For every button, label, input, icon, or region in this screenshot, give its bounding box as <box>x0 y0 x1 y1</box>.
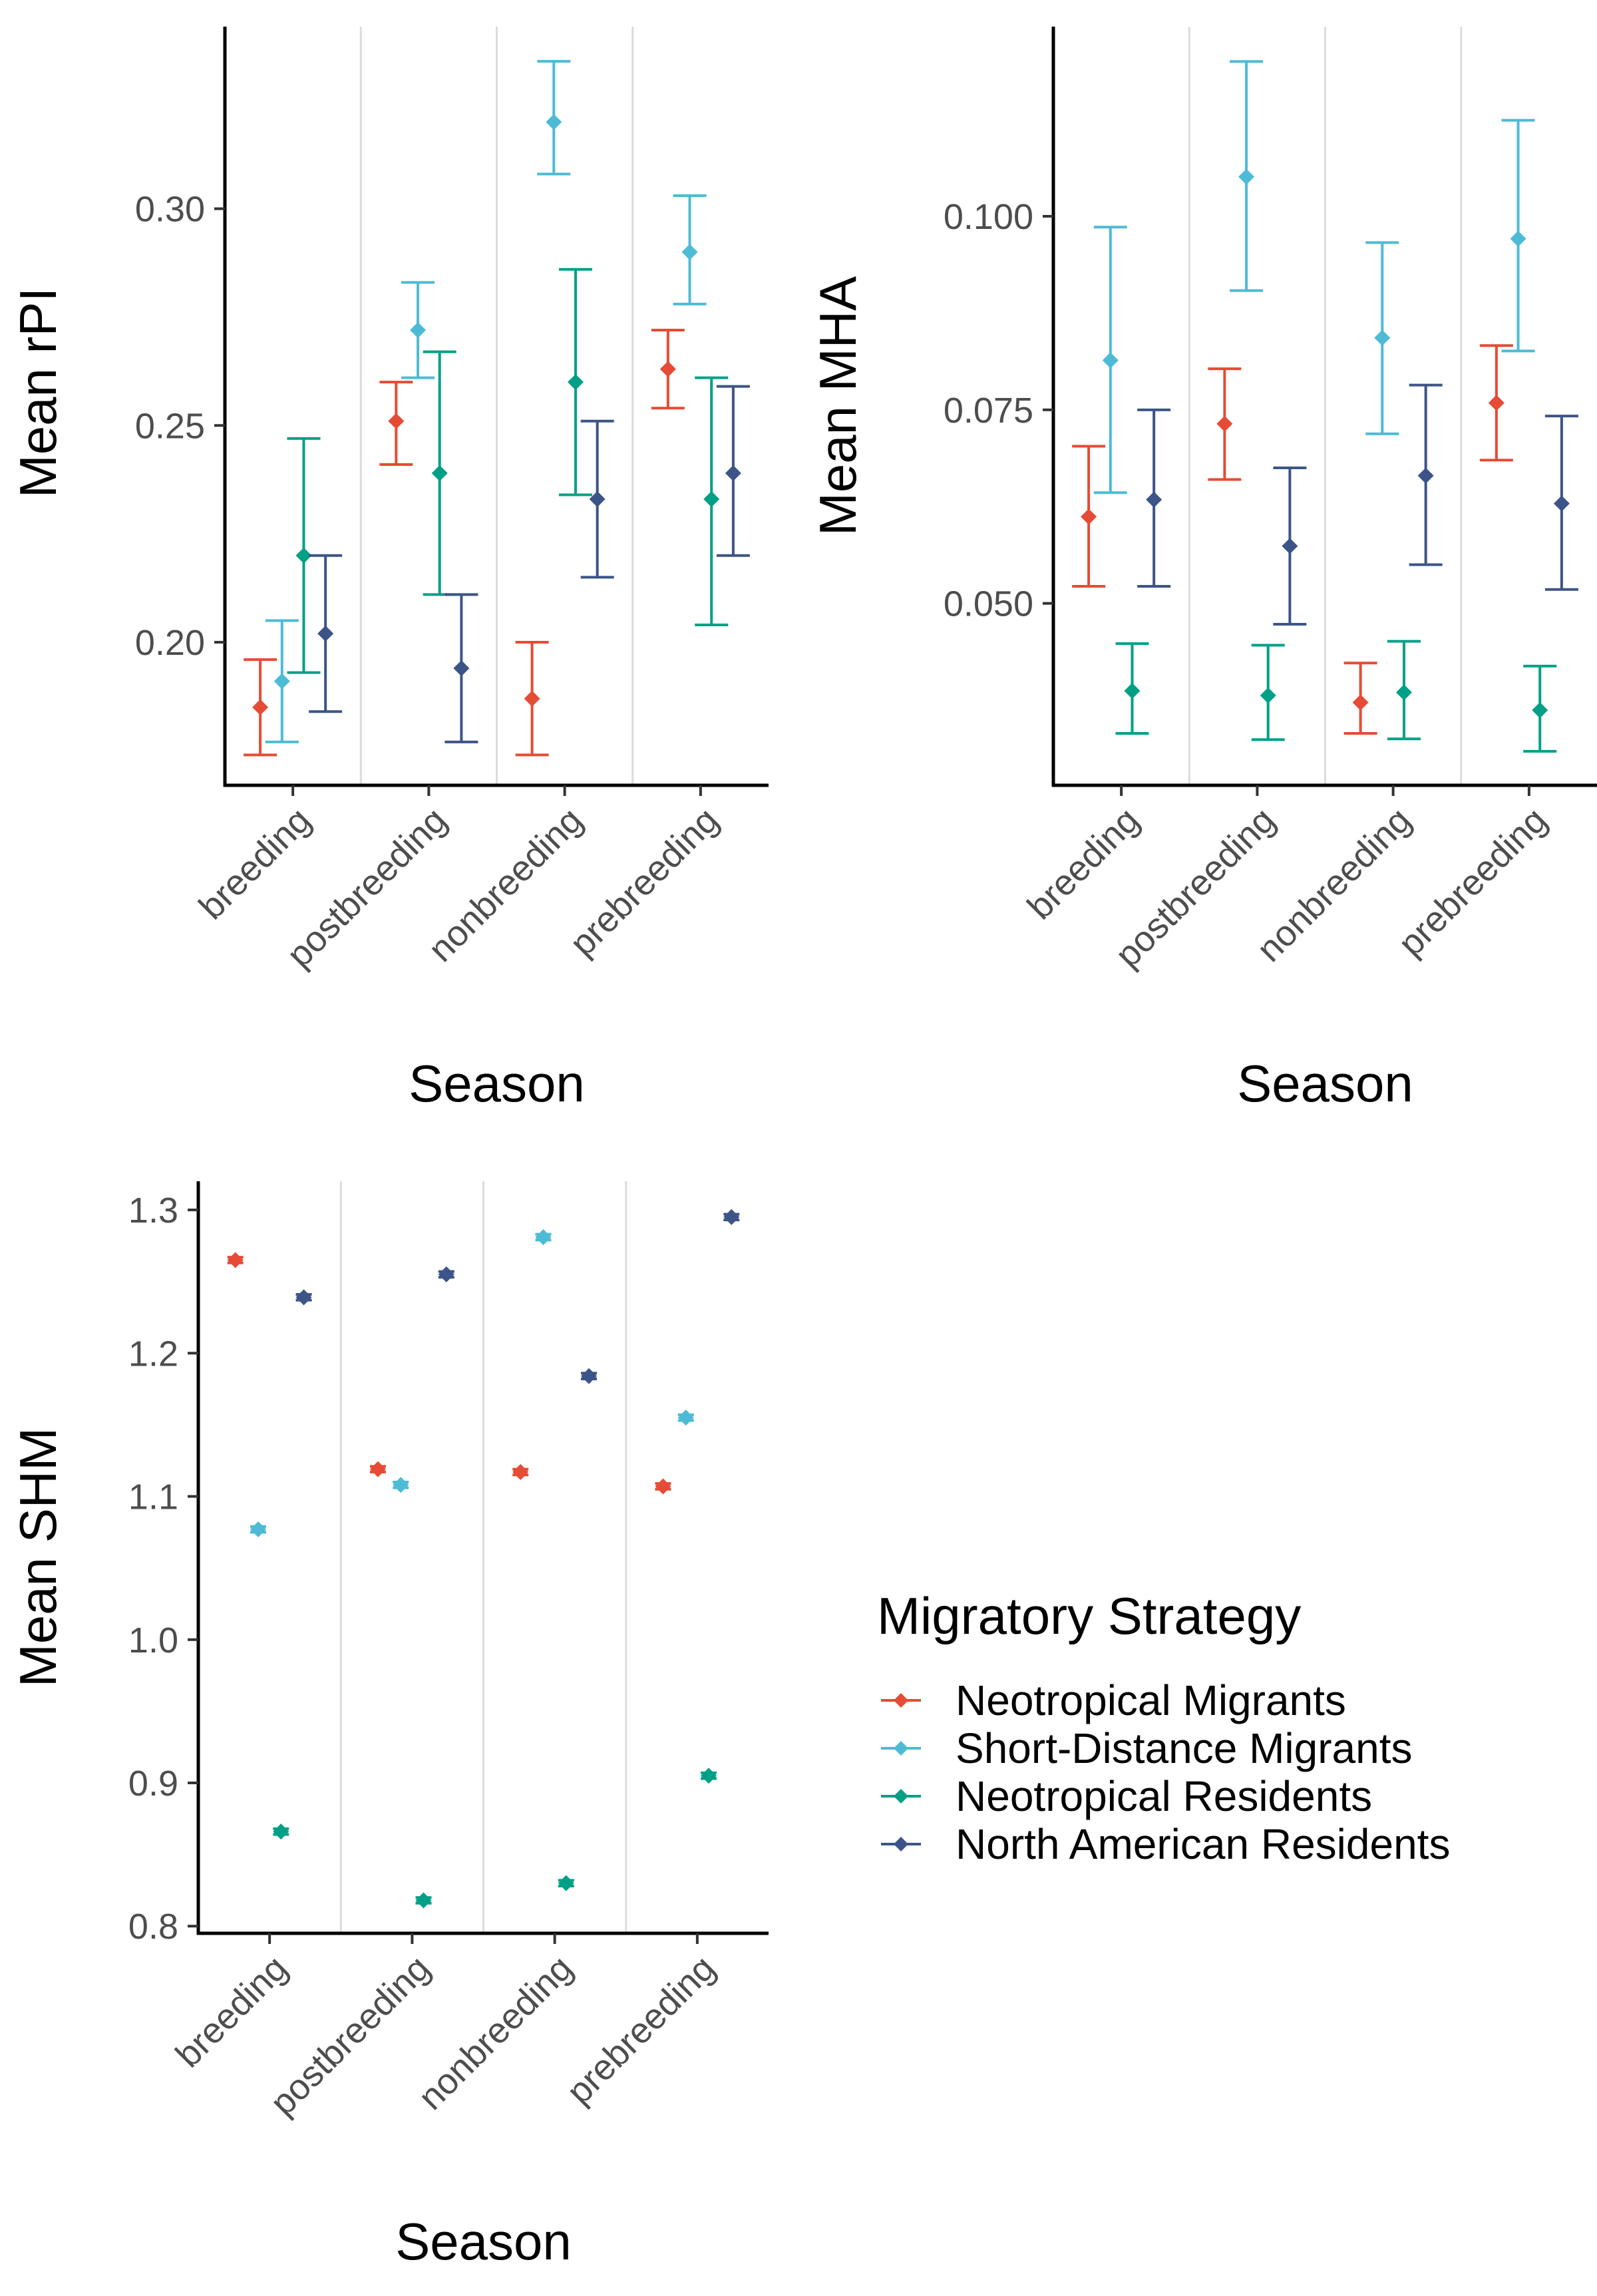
y-axis-title: Mean SHM <box>9 1428 67 1687</box>
legend-key-marker <box>894 1741 908 1756</box>
x-tick-label: prebreeding <box>1391 800 1554 964</box>
x-tick-label: prebreeding <box>559 1948 723 2112</box>
data-point <box>1260 687 1276 704</box>
legend-key-marker <box>894 1837 908 1851</box>
y-tick-label: 1.1 <box>128 1477 178 1517</box>
data-point <box>1417 467 1434 484</box>
data-point <box>512 1463 529 1480</box>
data-point <box>252 699 269 715</box>
data-point <box>655 1478 671 1495</box>
y-tick-label: 0.050 <box>944 584 1033 624</box>
data-point <box>703 491 720 508</box>
data-point <box>1146 491 1162 508</box>
data-point <box>1282 538 1298 554</box>
data-point <box>250 1521 266 1538</box>
data-point <box>535 1229 552 1245</box>
data-point <box>723 1209 740 1225</box>
data-point <box>1238 168 1255 185</box>
legend-item-label: North American Residents <box>956 1820 1450 1868</box>
x-tick-label: breeding <box>192 800 319 927</box>
legend-item-label: Neotropical Residents <box>956 1772 1372 1820</box>
data-point <box>273 1823 289 1840</box>
legend-key-marker <box>894 1693 908 1708</box>
x-axis-title: Season <box>409 1054 585 1113</box>
data-point <box>524 690 540 707</box>
legend-title: Migratory Strategy <box>877 1587 1301 1645</box>
data-point <box>1124 683 1141 699</box>
data-point <box>1102 352 1119 369</box>
data-point <box>1374 329 1391 346</box>
y-tick-label: 0.8 <box>128 1907 178 1947</box>
data-point <box>1352 694 1369 711</box>
y-tick-label: 0.9 <box>128 1764 178 1804</box>
x-axis-title: Season <box>1237 1054 1413 1113</box>
data-point <box>546 114 562 130</box>
y-tick-label: 0.30 <box>135 190 205 230</box>
data-point <box>410 322 427 338</box>
data-point <box>1488 395 1505 411</box>
data-point <box>567 374 584 391</box>
data-point <box>1081 508 1097 525</box>
data-point <box>415 1892 432 1909</box>
y-axis-title: Mean rPI <box>9 287 67 498</box>
legend-item-label: Neotropical Migrants <box>956 1676 1346 1724</box>
y-tick-label: 1.0 <box>128 1621 178 1660</box>
data-point <box>659 361 676 377</box>
data-point <box>369 1461 386 1477</box>
data-point <box>393 1477 409 1493</box>
data-point <box>1395 684 1412 701</box>
data-point <box>725 465 741 481</box>
data-point <box>1216 415 1233 432</box>
data-point <box>558 1875 574 1891</box>
data-point <box>438 1266 454 1282</box>
legend-key-marker <box>894 1789 908 1804</box>
data-point <box>1510 230 1526 247</box>
data-point <box>388 413 405 429</box>
x-tick-label: breeding <box>1020 800 1147 927</box>
data-point <box>1532 702 1548 719</box>
data-point <box>453 660 470 677</box>
data-point <box>701 1768 717 1784</box>
legend: Migratory Strategy Neotropical MigrantsSh… <box>877 1587 1450 1868</box>
y-tick-label: 0.100 <box>944 197 1033 237</box>
y-tick-label: 0.075 <box>944 391 1033 431</box>
data-point <box>1553 495 1570 512</box>
data-point <box>273 673 290 689</box>
mha-panel: 0.0500.0750.100breedingpostbreedingnonbr… <box>808 27 1597 1113</box>
y-tick-label: 0.20 <box>135 623 205 663</box>
x-tick-label: prebreeding <box>562 800 726 964</box>
data-point <box>227 1252 244 1268</box>
y-tick-label: 1.3 <box>128 1191 178 1231</box>
data-point <box>681 244 698 260</box>
data-point <box>677 1410 694 1426</box>
y-tick-label: 0.25 <box>135 406 205 446</box>
x-tick-label: nonbreeding <box>411 1948 580 2118</box>
data-point <box>317 626 334 642</box>
rpi-panel: 0.200.250.30breedingpostbreedingnonbreed… <box>9 27 769 1113</box>
y-tick-label: 1.2 <box>128 1334 178 1374</box>
shm-panel: 0.80.91.01.11.21.3breedingpostbreedingno… <box>9 1181 769 2271</box>
x-tick-label: breeding <box>168 1948 295 2075</box>
y-axis-title: Mean MHA <box>808 276 867 536</box>
data-point <box>581 1368 598 1384</box>
x-axis-title: Season <box>395 2212 572 2271</box>
data-point <box>431 465 448 481</box>
legend-item-label: Short-Distance Migrants <box>956 1724 1412 1772</box>
data-point <box>295 1289 312 1306</box>
data-point <box>589 491 606 508</box>
data-point <box>295 547 312 564</box>
